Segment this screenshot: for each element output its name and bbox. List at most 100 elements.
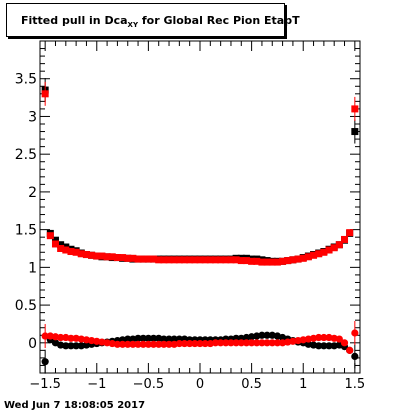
data-point <box>196 339 204 348</box>
x-tick-label: −0.5 <box>133 377 165 392</box>
data-point <box>206 256 214 264</box>
data-point <box>62 342 70 350</box>
data-point <box>263 258 271 266</box>
data-point <box>82 251 90 259</box>
data-point <box>149 340 158 348</box>
x-tick-label: 0 <box>196 377 204 392</box>
x-tick-label: 1 <box>299 377 307 392</box>
data-point <box>160 335 168 343</box>
data-point <box>315 342 323 350</box>
data-point <box>51 240 59 248</box>
data-point <box>98 252 106 260</box>
data-point <box>330 244 338 252</box>
data-point <box>315 250 323 258</box>
data-point <box>41 332 49 340</box>
x-tick-label: −1.5 <box>29 377 61 392</box>
data-point <box>129 254 137 262</box>
data-point <box>248 257 256 265</box>
y-tick-label: 3 <box>28 109 37 125</box>
data-point <box>108 253 116 261</box>
data-point <box>72 248 80 256</box>
data-point <box>155 256 163 264</box>
data-point <box>273 258 281 266</box>
data-point <box>165 335 173 343</box>
data-point <box>320 342 328 350</box>
data-point <box>227 339 235 347</box>
data-point <box>180 339 189 348</box>
data-point <box>67 334 75 342</box>
data-point <box>258 331 266 339</box>
series-3 <box>41 321 359 354</box>
data-point <box>253 339 261 347</box>
y-tick-label: 3.5 <box>15 72 37 88</box>
data-point <box>150 255 158 263</box>
data-point <box>165 256 173 264</box>
data-point <box>41 90 49 98</box>
data-point <box>139 340 147 348</box>
data-point <box>201 256 209 264</box>
x-tick-label: −1 <box>87 377 106 392</box>
data-point <box>139 334 147 342</box>
timestamp: Wed Jun 7 18:08:05 2017 <box>4 400 146 411</box>
data-series <box>41 78 359 374</box>
data-point <box>124 340 132 348</box>
data-point <box>340 339 349 347</box>
data-point <box>191 256 199 264</box>
data-point <box>284 257 292 265</box>
data-point <box>248 339 256 347</box>
data-point <box>294 255 302 263</box>
data-point <box>201 339 209 348</box>
data-point <box>160 256 168 264</box>
data-point <box>181 256 189 264</box>
axis-ticks <box>40 41 360 374</box>
data-point <box>67 342 75 350</box>
data-point <box>211 339 220 347</box>
data-point <box>149 334 158 342</box>
data-point <box>139 255 147 263</box>
y-tick-label: 0 <box>28 336 37 352</box>
data-point <box>346 346 354 354</box>
data-point <box>289 256 297 264</box>
data-point <box>113 254 121 262</box>
series-1 <box>41 81 359 266</box>
data-point <box>144 255 152 263</box>
tick-labels: −1.5 −1 −0.5 0 0.5 1 1.5 0 0.5 1 1.5 2 2.5 3 3.5 <box>15 72 365 392</box>
data-point <box>134 255 142 263</box>
title-box: Fitted pull in DcaXY for Global Rec Pion… <box>6 3 300 37</box>
x-tick-label: 1.5 <box>344 377 365 392</box>
y-tick-label: 0.5 <box>15 298 37 314</box>
data-point <box>351 105 359 113</box>
chart-title-prefix: Fitted pull in Dca <box>21 14 128 27</box>
data-point <box>46 232 54 240</box>
data-point <box>227 256 235 264</box>
data-point <box>341 235 349 243</box>
data-point <box>325 342 333 350</box>
chart-title: Fitted pull in DcaXY for Global Rec Pion… <box>21 14 300 29</box>
data-point <box>124 335 132 343</box>
data-point <box>258 339 266 347</box>
data-point <box>242 257 250 265</box>
data-point <box>129 340 137 348</box>
data-point <box>118 340 127 348</box>
data-point <box>88 251 96 259</box>
data-point <box>160 340 168 348</box>
data-point <box>191 339 199 348</box>
data-point <box>335 335 343 343</box>
data-point <box>232 339 240 347</box>
plot-area-border <box>39 40 361 374</box>
data-point <box>51 236 59 244</box>
data-point <box>237 257 245 265</box>
data-point <box>134 334 142 342</box>
data-point <box>310 251 318 259</box>
data-point <box>335 241 343 249</box>
data-point <box>232 256 240 264</box>
data-point <box>113 340 122 348</box>
data-point <box>165 340 173 348</box>
data-point <box>67 248 75 256</box>
data-point <box>217 256 225 264</box>
data-point <box>103 253 111 261</box>
chart-title-subscript: XY <box>127 21 139 29</box>
y-tick-label: 1.5 <box>15 223 37 239</box>
data-point <box>242 339 251 347</box>
